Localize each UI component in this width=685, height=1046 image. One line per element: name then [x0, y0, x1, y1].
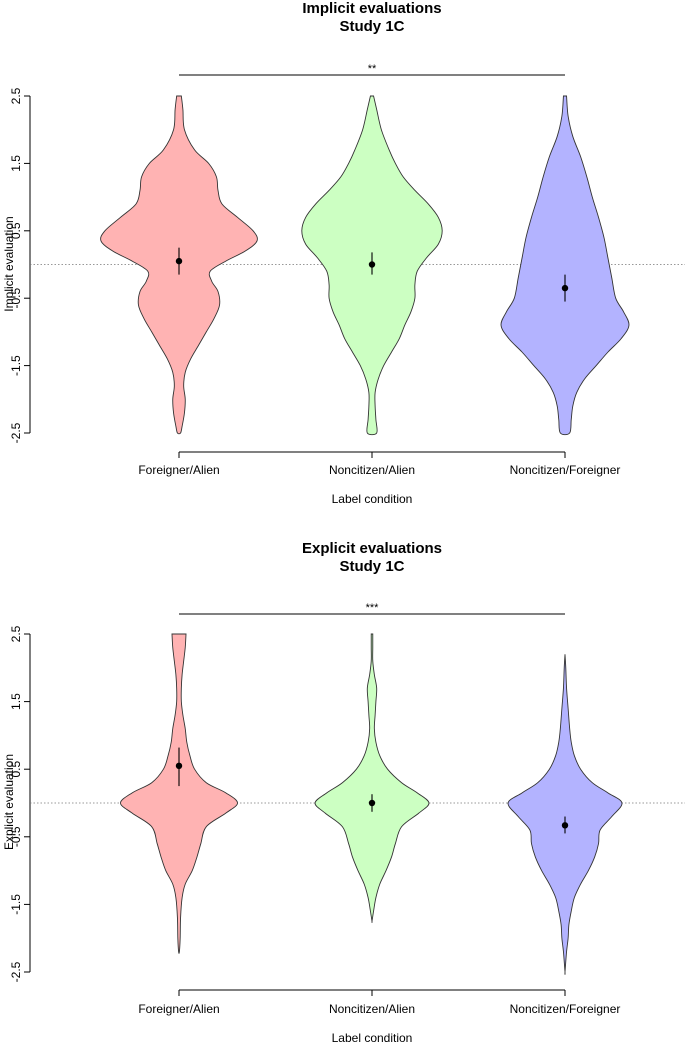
x-tick-label: Noncitizen/Alien	[329, 1002, 415, 1016]
y-tick-label: -2.5	[9, 422, 23, 443]
mean-point	[368, 799, 376, 807]
chart-title: Explicit evaluations	[302, 540, 442, 557]
explicit-panel: Explicit evaluations Study 1C Label cond…	[2, 540, 685, 1045]
mean-point	[368, 261, 376, 268]
significance-label: ***	[366, 602, 380, 614]
mean-point	[561, 284, 569, 292]
y-axis-label: Implicit evaluation	[2, 216, 16, 311]
x-axis-label: Label condition	[332, 492, 413, 506]
chart-subtitle: Study 1C	[339, 18, 404, 35]
y-tick-label: -2.5	[9, 961, 23, 982]
mean-point	[175, 762, 183, 770]
chart-subtitle: Study 1C	[339, 558, 404, 575]
y-tick-label: 2.5	[9, 87, 23, 104]
x-axis-label: Label condition	[332, 1031, 413, 1045]
chart-title: Implicit evaluations	[302, 0, 441, 17]
y-tick-label: 0.5	[9, 761, 23, 778]
x-tick-label: Foreigner/Alien	[138, 463, 219, 477]
x-tick-label: Foreigner/Alien	[138, 1002, 219, 1016]
violin-noncitizen-foreigner	[507, 654, 623, 975]
y-tick-label: 0.5	[9, 222, 23, 239]
violin-foreigner-alien	[120, 633, 238, 954]
violin-noncitizen-alien	[314, 633, 430, 924]
mean-point	[561, 822, 569, 829]
x-tick-label: Noncitizen/Alien	[329, 463, 415, 477]
y-tick-label: -1.5	[9, 355, 23, 376]
violin-noncitizen-foreigner	[500, 95, 630, 436]
implicit-panel: Implicit evaluations Study 1C Label cond…	[2, 0, 685, 506]
x-tick-label: Noncitizen/Foreigner	[510, 463, 621, 477]
y-tick-label: -1.5	[9, 894, 23, 915]
x-tick-label: Noncitizen/Foreigner	[510, 1002, 621, 1016]
y-tick-label: 1.5	[9, 155, 23, 172]
y-tick-label: -0.5	[9, 826, 23, 847]
y-tick-label: 2.5	[9, 625, 23, 642]
y-tick-label: 1.5	[9, 693, 23, 710]
significance-label: **	[368, 63, 377, 75]
y-tick-label: -0.5	[9, 288, 23, 309]
mean-point	[175, 257, 183, 265]
plot-area: 2.5 1.5 0.5 -0.5 -1.5 -2.5 Foreigner/Alien Nonc…	[9, 613, 685, 1016]
plot-area: 2.5 1.5 0.5 -0.5 -1.5 -2.5 Foreigner/Alien Nonc…	[9, 74, 685, 477]
y-axis-label: Explicit evaluation	[2, 754, 16, 850]
